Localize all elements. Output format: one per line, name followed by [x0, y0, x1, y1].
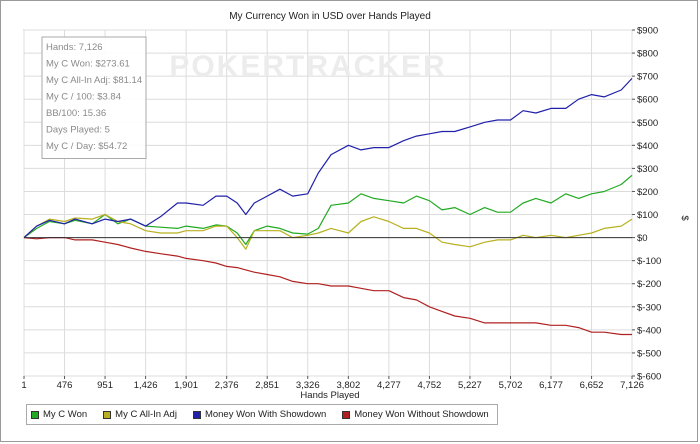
stats-line: My C / 100: $3.84 [46, 92, 121, 103]
x-tick-label: 5,227 [458, 380, 482, 391]
series-line-money-won-without-showdown [23, 237, 632, 336]
legend: My C Won My C All-In Adj Money Won With Sh… [26, 404, 498, 425]
y-axis: $-600 $-500 $-400 $-300 $-200 $-100 $0 $100 $200… [632, 26, 661, 383]
series-line-money-won-with-showdown [23, 77, 633, 239]
x-tick-label: 2,851 [255, 380, 279, 391]
legend-label: My C All-In Adj [115, 409, 177, 420]
stats-line: My C Won: $273.61 [46, 59, 130, 70]
series-layer [23, 77, 633, 336]
y-tick-label: $-500 [637, 348, 661, 359]
legend-item-my-c-won[interactable]: My C Won [31, 409, 87, 420]
legend-label: Money Won With Showdown [204, 409, 327, 420]
x-tick-label: 6,652 [580, 380, 604, 391]
watermark-text: POKERTRACKER [169, 50, 446, 83]
y-tick-label: $800 [637, 49, 658, 60]
y-tick-label: $900 [637, 26, 658, 37]
y-tick-label: $700 [637, 72, 658, 83]
x-tick-label: 3,326 [296, 380, 320, 391]
legend-label: Money Won Without Showdown [354, 409, 489, 420]
legend-swatch [342, 410, 351, 419]
x-tick-label: 951 [97, 380, 113, 391]
x-tick-label: 476 [57, 380, 73, 391]
x-tick-label: 1 [21, 380, 26, 391]
stats-line: Days Played: 5 [46, 125, 110, 136]
stats-line: BB/100: 15.36 [46, 108, 106, 119]
y-tick-label: $0 [637, 233, 648, 244]
y-tick-label: $200 [637, 187, 658, 198]
stats-line: Hands: 7,126 [46, 42, 103, 53]
y-tick-label: $-100 [637, 256, 661, 267]
y-tick-label: $600 [637, 95, 658, 106]
y-tick-label: $500 [637, 118, 658, 129]
watermark: POKERTRACKER [169, 50, 446, 83]
stats-box: Hands: 7,126 My C Won: $273.61 My C All-In… [41, 36, 147, 159]
y-tick-label: $-300 [637, 302, 661, 313]
legend-item-my-c-all-in-adj[interactable]: My C All-In Adj [103, 409, 177, 420]
stats-line: My C All-In Adj: $81.14 [46, 75, 142, 86]
legend-item-money-won-without-showdown[interactable]: Money Won Without Showdown [342, 409, 489, 420]
y-tick-label: $300 [637, 164, 658, 175]
series-line-my-c-won [23, 174, 633, 246]
legend-swatch [31, 410, 39, 419]
series-line-my-c-all-in-adj [23, 213, 633, 250]
x-tick-label: 1,426 [134, 380, 158, 391]
y-tick-label: $100 [637, 210, 658, 221]
y-tick-label: $400 [637, 141, 658, 152]
x-tick-label: 6,177 [539, 380, 563, 391]
legend-swatch [192, 410, 201, 419]
x-axis: 1 476 951 1,426 1,901 2,376 2,851 3,326 3,802 4,2… [21, 376, 644, 391]
stats-line: My C / Day: $54.72 [46, 141, 127, 152]
y-tick-label: $-400 [637, 325, 661, 336]
x-tick-label: 2,376 [215, 380, 239, 391]
legend-swatch [103, 410, 112, 419]
x-axis-label: Hands Played [300, 390, 359, 401]
x-tick-label: 4,752 [418, 380, 442, 391]
y-tick-label: $-200 [637, 279, 661, 290]
y-axis-label: $ [679, 215, 690, 221]
legend-label: My C Won [43, 409, 88, 420]
x-tick-label: 4,277 [377, 380, 401, 391]
legend-item-money-won-with-showdown[interactable]: Money Won With Showdown [192, 409, 327, 420]
x-tick-label: 3,802 [336, 380, 360, 391]
x-tick-label: 5,702 [499, 380, 523, 391]
y-tick-label: $-600 [637, 372, 661, 383]
stats-box-background [41, 36, 147, 159]
x-tick-label: 1,901 [174, 380, 198, 391]
chart-title: My Currency Won in USD over Hands Played [229, 11, 431, 22]
x-tick-label: 7,126 [620, 380, 644, 391]
